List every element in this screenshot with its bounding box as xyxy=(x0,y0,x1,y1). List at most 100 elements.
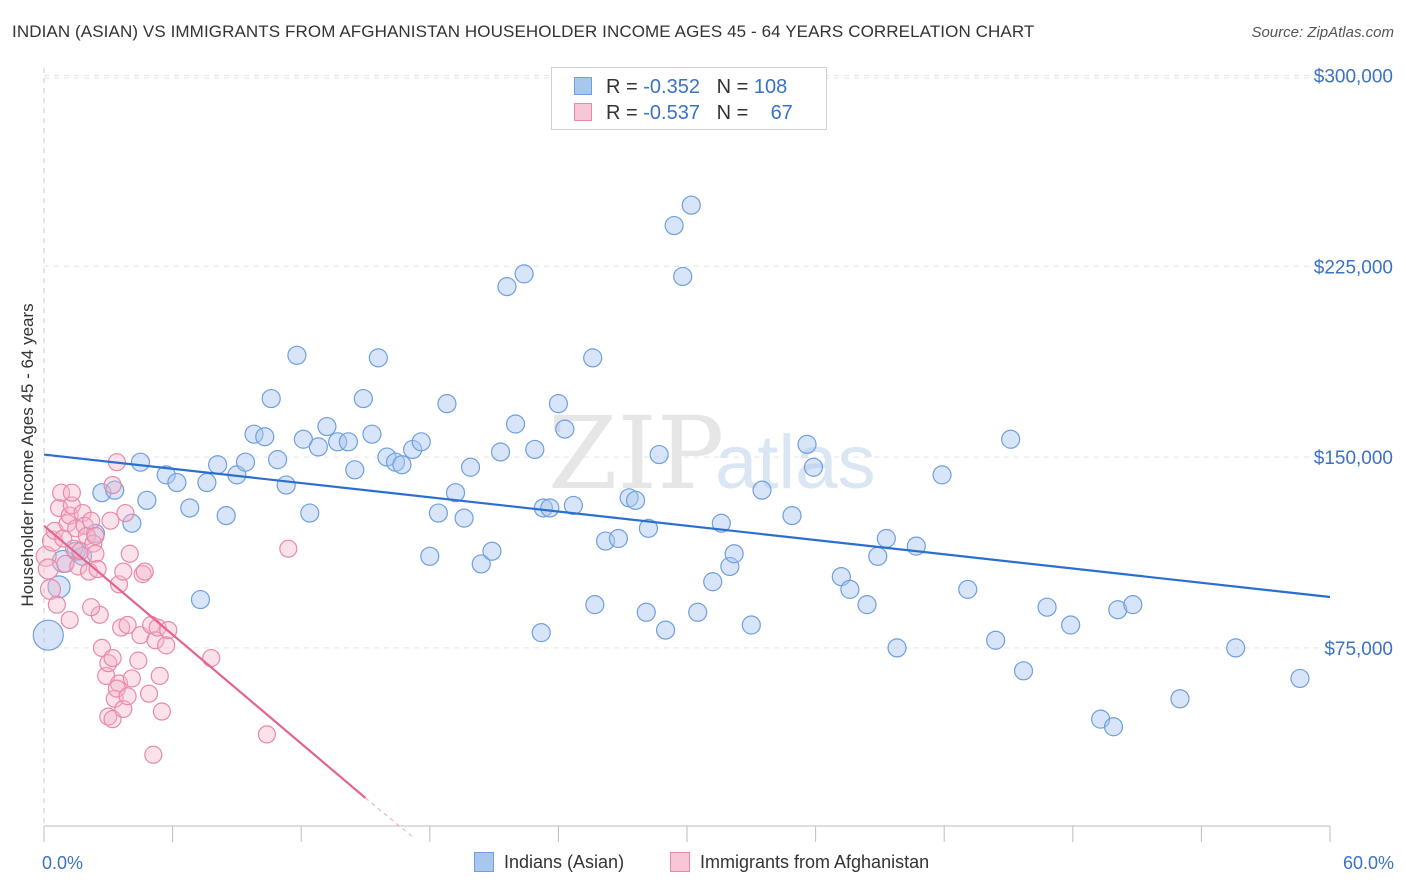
data-point-indians xyxy=(353,388,373,409)
bottom-legend-indians: Indians (Asian) xyxy=(474,852,624,873)
x-axis-max-label: 60.0% xyxy=(1342,853,1394,873)
data-point-indians xyxy=(703,572,723,592)
data-point-indians xyxy=(411,432,431,452)
x-axis-min-label: 0.0% xyxy=(42,853,84,873)
data-point-indians xyxy=(681,195,701,215)
data-point-indians xyxy=(868,546,888,566)
data-point-afghanistan xyxy=(86,526,105,546)
data-point-afghanistan xyxy=(82,598,101,617)
y-tick-label: $225,000 xyxy=(1314,257,1393,278)
data-point-indians xyxy=(130,452,151,472)
data-point-indians xyxy=(308,437,328,457)
data-point-indians xyxy=(338,432,358,452)
bottom-legend-afghanistan: Immigrants from Afghanistan xyxy=(670,852,929,873)
data-point-indians xyxy=(208,455,228,475)
data-point-indians xyxy=(625,490,646,510)
data-point-indians xyxy=(180,498,200,518)
data-point-afghanistan xyxy=(139,684,159,703)
data-point-indians xyxy=(887,638,907,658)
data-point-indians xyxy=(514,264,534,284)
bottom-legend-swatch-blue xyxy=(474,852,494,872)
x-axis-ticks xyxy=(43,826,1331,842)
data-point-afghanistan xyxy=(116,503,135,523)
data-point-indians xyxy=(585,595,605,615)
data-point-afghanistan xyxy=(129,651,148,670)
data-point-indians xyxy=(268,450,288,470)
data-point-afghanistan xyxy=(120,544,139,563)
source-label: Source: ZipAtlas.com xyxy=(1251,24,1394,41)
data-point-afghanistan xyxy=(279,539,298,558)
data-point-indians xyxy=(876,528,896,549)
data-point-indians xyxy=(752,480,772,500)
data-point-indians xyxy=(608,528,629,549)
y-tick-label: $150,000 xyxy=(1314,448,1393,469)
data-point-afghanistan xyxy=(144,745,163,764)
legend-r-value: -0.537 xyxy=(643,102,700,124)
data-point-afghanistan xyxy=(157,636,176,655)
legend-n-label: N = xyxy=(716,76,749,98)
data-point-indians xyxy=(1061,615,1081,635)
data-point-indians xyxy=(167,472,187,493)
data-point-indians xyxy=(741,615,761,635)
data-point-afghanistan xyxy=(86,544,105,563)
legend-row-indians: R = -0.352 N = 108 xyxy=(574,76,787,100)
data-point-afghanistan xyxy=(118,615,137,635)
bottom-legend-label: Indians (Asian) xyxy=(504,852,625,872)
data-point-indians xyxy=(287,345,307,365)
data-point-afghanistan xyxy=(101,511,120,530)
data-point-indians xyxy=(1123,595,1143,615)
data-point-afghanistan xyxy=(103,475,122,495)
y-axis-tick-labels: $75,000 $150,000 $225,000 $300,000 xyxy=(1314,66,1393,659)
data-point-indians xyxy=(563,495,584,516)
data-point-indians xyxy=(471,554,491,574)
data-point-indians xyxy=(840,579,860,599)
data-point-afghanistan xyxy=(202,648,221,668)
data-point-afghanistan xyxy=(88,559,107,579)
data-point-indians xyxy=(1013,661,1034,681)
trend-lines xyxy=(43,453,1331,840)
data-point-indians xyxy=(720,556,740,577)
data-point-indians xyxy=(673,266,693,287)
data-point-indians xyxy=(540,498,560,518)
data-point-indians xyxy=(328,432,348,452)
data-point-afghanistan xyxy=(122,669,141,688)
data-point-indians xyxy=(531,623,551,643)
data-point-indians xyxy=(655,620,676,640)
bottom-legend-label: Immigrants from Afghanistan xyxy=(700,852,930,872)
data-point-indians xyxy=(555,419,575,439)
legend-row-afghanistan: R = -0.537 N = 67 xyxy=(574,102,793,126)
data-point-indians xyxy=(857,595,877,615)
trend-line-indians xyxy=(43,453,1331,599)
data-point-indians xyxy=(724,544,744,564)
data-point-indians xyxy=(47,575,71,599)
data-point-indians xyxy=(525,439,545,460)
data-point-indians xyxy=(688,602,708,622)
data-point-indians xyxy=(1103,717,1124,737)
bottom-legend-swatch-pink xyxy=(670,852,690,872)
data-point-indians xyxy=(293,429,313,449)
data-point-indians xyxy=(300,503,320,523)
data-point-indians xyxy=(255,427,275,447)
legend-n-value: 67 xyxy=(770,102,793,124)
data-point-indians xyxy=(454,508,474,528)
data-point-indians xyxy=(490,442,511,462)
legend-n-value: 108 xyxy=(753,76,788,98)
data-point-indians xyxy=(583,348,603,368)
data-point-indians xyxy=(32,619,64,651)
data-point-afghanistan xyxy=(152,702,171,721)
data-point-afghanistan xyxy=(257,725,277,744)
legend-r-value: -0.352 xyxy=(643,76,700,98)
data-point-afghanistan xyxy=(135,562,154,581)
data-point-indians xyxy=(216,505,236,526)
data-point-indians xyxy=(1037,597,1057,617)
series-indians-asian xyxy=(32,195,1310,737)
data-point-afghanistan xyxy=(52,483,71,502)
data-point-indians xyxy=(797,434,817,454)
legend-swatch-blue xyxy=(574,77,592,95)
data-point-indians xyxy=(368,348,388,368)
chart-title: INDIAN (ASIAN) VS IMMIGRANTS FROM AFGHAN… xyxy=(12,22,1035,41)
data-point-indians xyxy=(428,503,448,523)
legend-n-label: N = xyxy=(716,102,749,124)
data-point-indians xyxy=(392,455,412,475)
